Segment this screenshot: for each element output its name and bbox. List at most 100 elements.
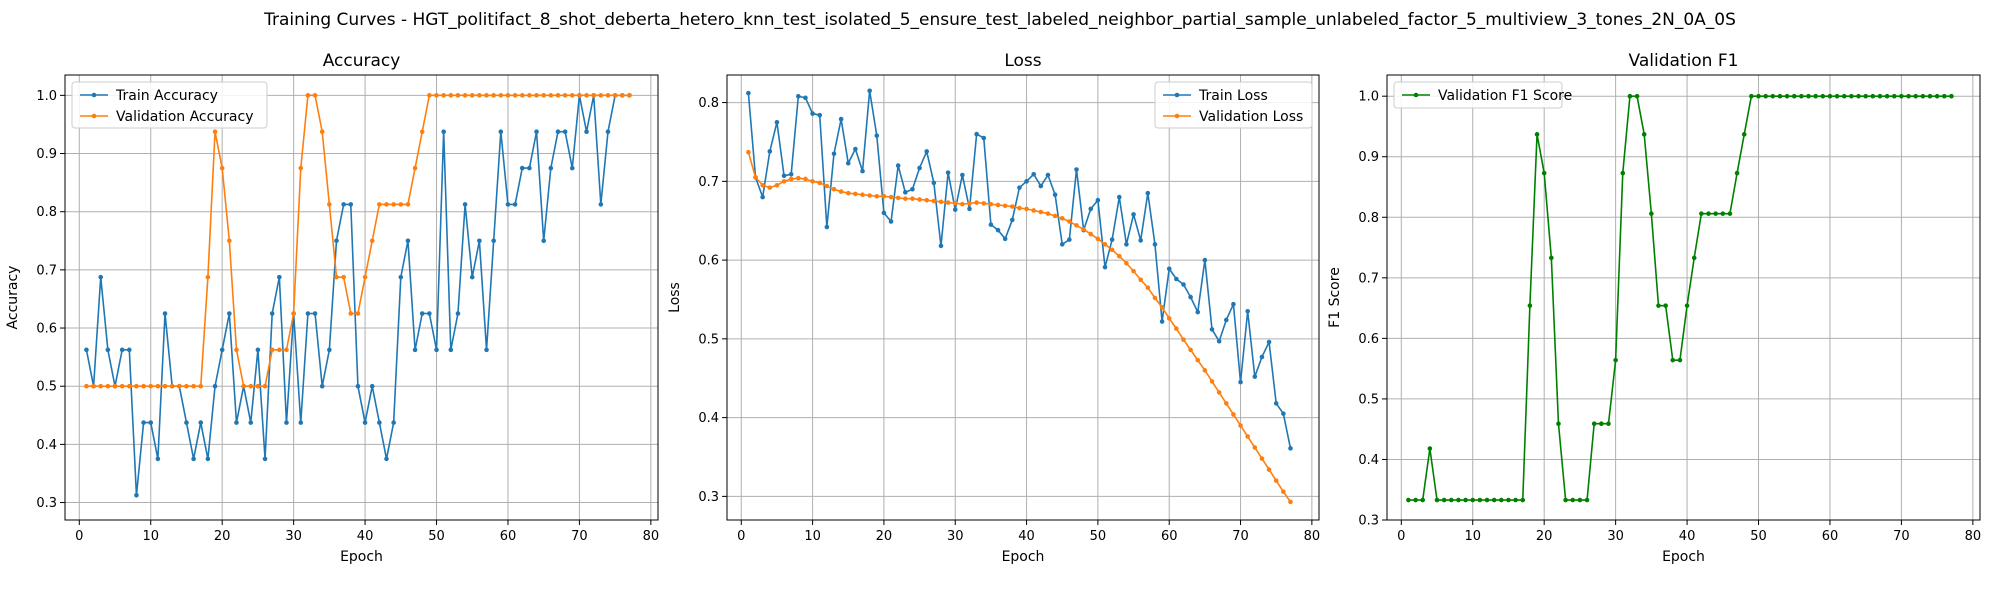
y-tick-label: 0.4 bbox=[698, 411, 719, 426]
data-point bbox=[405, 202, 411, 207]
x-tick-label: 70 bbox=[1232, 529, 1249, 544]
data-point bbox=[1741, 132, 1747, 137]
data-point bbox=[917, 165, 922, 171]
data-point bbox=[1081, 227, 1086, 232]
legend-swatch-marker bbox=[91, 92, 97, 98]
data-point bbox=[1188, 347, 1193, 353]
data-point bbox=[491, 238, 496, 244]
data-point bbox=[1899, 93, 1904, 99]
data-point bbox=[1116, 194, 1122, 200]
data-point bbox=[241, 383, 246, 389]
data-point bbox=[1174, 326, 1179, 331]
legend-label: Validation Loss bbox=[1199, 109, 1303, 125]
legend: Validation F1 Score bbox=[1393, 81, 1572, 109]
y-tick-label: 0.5 bbox=[36, 380, 57, 395]
data-point bbox=[1706, 211, 1711, 216]
data-point bbox=[1281, 411, 1286, 416]
data-point bbox=[577, 93, 582, 98]
data-point bbox=[767, 185, 773, 190]
legend-box bbox=[1393, 81, 1563, 109]
data-point bbox=[774, 119, 780, 125]
data-point bbox=[1777, 93, 1783, 99]
x-tick-label: 60 bbox=[1161, 529, 1178, 544]
data-point bbox=[1799, 93, 1804, 99]
chart-title: Validation F1 bbox=[1629, 51, 1739, 71]
data-point bbox=[1159, 305, 1165, 310]
data-point bbox=[1913, 93, 1918, 99]
x-tick-label: 40 bbox=[1018, 529, 1035, 544]
data-point bbox=[1059, 216, 1065, 221]
data-point bbox=[341, 202, 346, 207]
legend-swatch-marker bbox=[1174, 92, 1180, 98]
data-point bbox=[1052, 192, 1058, 198]
data-point bbox=[1820, 93, 1826, 99]
data-point bbox=[967, 201, 972, 206]
data-point bbox=[327, 347, 332, 353]
data-point bbox=[1002, 203, 1008, 209]
legend: Train Loss Validation Loss bbox=[1154, 81, 1313, 129]
data-point bbox=[569, 93, 575, 98]
y-axis-label: Loss bbox=[667, 282, 683, 313]
data-point bbox=[1231, 412, 1236, 417]
data-point bbox=[84, 347, 89, 353]
data-point bbox=[874, 193, 880, 199]
data-point bbox=[1877, 93, 1883, 99]
data-point bbox=[91, 383, 96, 389]
x-tick-label: 50 bbox=[1750, 529, 1767, 544]
data-point bbox=[1102, 242, 1108, 247]
data-point bbox=[1259, 456, 1265, 461]
data-point bbox=[269, 347, 275, 353]
chart-title: Loss bbox=[1004, 51, 1041, 71]
data-point bbox=[831, 186, 837, 192]
x-tick-label: 60 bbox=[500, 529, 517, 544]
data-point bbox=[945, 200, 951, 205]
data-point bbox=[1834, 93, 1840, 99]
data-point bbox=[355, 311, 361, 316]
data-point bbox=[1791, 93, 1797, 99]
data-point bbox=[1145, 285, 1151, 290]
data-point bbox=[967, 206, 972, 212]
x-tick-label: 80 bbox=[1304, 529, 1321, 544]
data-point bbox=[155, 456, 161, 462]
x-axis-label: Epoch bbox=[340, 549, 383, 565]
data-point bbox=[327, 202, 332, 207]
y-tick-label: 0.7 bbox=[1358, 271, 1379, 286]
data-point bbox=[1920, 93, 1926, 99]
data-point bbox=[917, 197, 922, 202]
data-point bbox=[1181, 282, 1186, 287]
data-point bbox=[455, 311, 461, 316]
data-point bbox=[427, 93, 432, 98]
data-point bbox=[1038, 183, 1044, 189]
data-point bbox=[760, 194, 765, 200]
data-point bbox=[284, 420, 289, 425]
data-point bbox=[591, 93, 596, 98]
x-tick-label: 20 bbox=[214, 529, 231, 544]
data-point bbox=[1441, 497, 1447, 503]
data-point bbox=[148, 420, 154, 425]
data-point bbox=[441, 129, 446, 135]
x-tick-label: 30 bbox=[285, 529, 302, 544]
legend-swatch-marker bbox=[91, 113, 97, 119]
data-point bbox=[960, 201, 965, 207]
data-point bbox=[1406, 497, 1411, 503]
data-point bbox=[1209, 327, 1215, 332]
data-point bbox=[1949, 93, 1954, 99]
data-point bbox=[938, 243, 944, 249]
data-point bbox=[234, 347, 239, 353]
data-point bbox=[177, 383, 182, 389]
data-point bbox=[881, 193, 887, 199]
data-point bbox=[803, 95, 808, 101]
data-point bbox=[1002, 236, 1008, 242]
data-point bbox=[277, 347, 282, 353]
data-point bbox=[1038, 209, 1044, 215]
data-point bbox=[341, 274, 346, 280]
data-point bbox=[298, 420, 304, 425]
data-point bbox=[448, 93, 454, 98]
data-point bbox=[1627, 93, 1633, 99]
data-point bbox=[1138, 238, 1143, 243]
data-point bbox=[1463, 497, 1468, 503]
data-point bbox=[469, 274, 475, 280]
x-tick-label: 50 bbox=[428, 529, 445, 544]
data-point bbox=[98, 383, 104, 389]
data-point bbox=[1749, 93, 1754, 99]
